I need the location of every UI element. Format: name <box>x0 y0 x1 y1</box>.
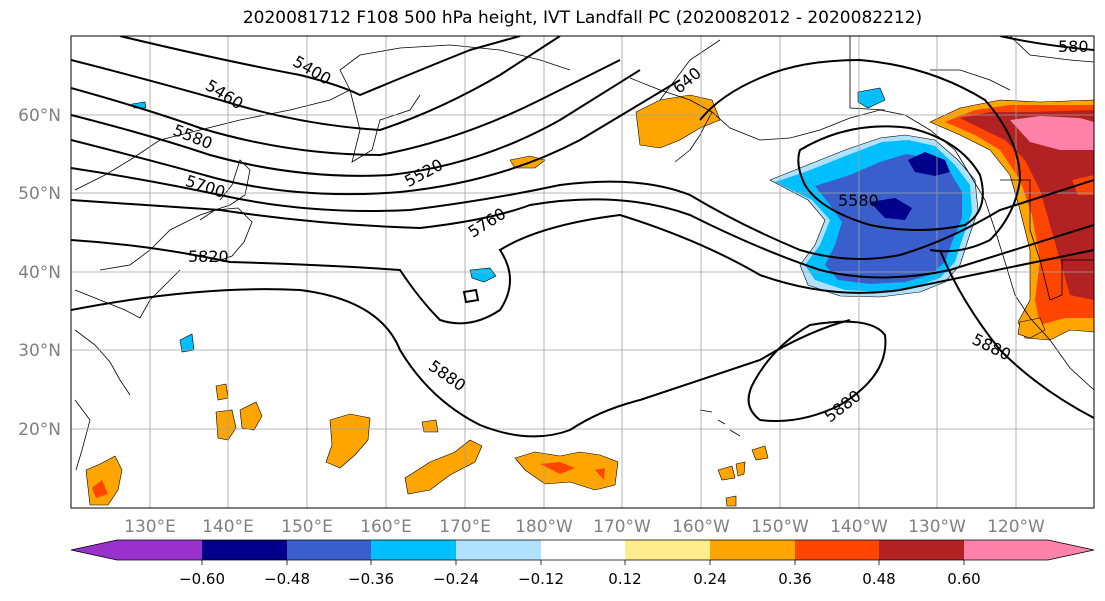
colorbar-segment <box>71 540 117 560</box>
colorbar-segment <box>117 540 202 560</box>
lon-label: 170°W <box>593 517 651 537</box>
lat-label: 50°N <box>18 184 61 204</box>
graticule <box>71 36 1094 508</box>
colorbar-tick-label: 0.48 <box>862 570 895 588</box>
colorbar-tick-label: −0.60 <box>179 570 225 588</box>
contour-label: 5580 <box>838 191 879 210</box>
plot-frame <box>70 35 1095 509</box>
colorbar-segment <box>1048 540 1094 560</box>
lon-label: 160°W <box>672 517 730 537</box>
lon-label: 130°E <box>124 517 176 537</box>
map-plot-area: 5400 5460 5580 5520 5700 5760 5820 5880 … <box>71 36 1094 508</box>
colorbar-tick-label: −0.24 <box>433 570 479 588</box>
colorbar-tick-label: −0.12 <box>518 570 564 588</box>
lon-label: 160°E <box>360 517 412 537</box>
colorbar-segment <box>795 540 879 560</box>
colorbar-tick-label: −0.36 <box>348 570 394 588</box>
colorbar-segment <box>371 540 456 560</box>
ivt-shading <box>85 87 1094 507</box>
colorbar-segment <box>287 540 371 560</box>
colorbar-segment <box>879 540 964 560</box>
colorbar-tick-label: 0.60 <box>947 570 980 588</box>
lon-label: 130°W <box>908 517 966 537</box>
lon-label: 150°E <box>281 517 333 537</box>
colorbar: −0.60 −0.48 −0.36 −0.24 −0.12 0.12 0.24 … <box>70 539 1095 588</box>
lon-label: 150°W <box>751 517 809 537</box>
lon-label: 120°W <box>987 517 1045 537</box>
colorbar-segment <box>456 540 541 560</box>
colorbar-segment <box>964 540 1048 560</box>
colorbar-segment <box>625 540 710 560</box>
colorbar-tick-label: 0.36 <box>778 570 811 588</box>
height-contours <box>71 36 1094 438</box>
lat-label: 30°N <box>18 341 61 361</box>
lon-label: 170°E <box>439 517 491 537</box>
lat-label: 60°N <box>18 106 61 126</box>
lon-label: 140°E <box>202 517 254 537</box>
colorbar-tick-label: −0.48 <box>264 570 310 588</box>
lat-label: 20°N <box>18 420 61 440</box>
colorbar-segment <box>541 540 625 560</box>
contour-label: 580 <box>1058 37 1089 56</box>
lon-label: 180°W <box>515 517 573 537</box>
contour-label: 5820 <box>188 247 229 266</box>
colorbar-tick-label: 0.24 <box>693 570 726 588</box>
coastlines <box>74 36 1094 471</box>
colorbar-segment <box>202 540 287 560</box>
map-title: 2020081712 F108 500 hPa height, IVT Land… <box>242 8 923 28</box>
lon-label: 140°W <box>830 517 888 537</box>
colorbar-segment <box>710 540 795 560</box>
lat-label: 40°N <box>18 263 61 283</box>
longitude-labels: 130°E 140°E 150°E 160°E 170°E 180°W 170°… <box>124 517 1045 537</box>
latitude-labels: 60°N 50°N 40°N 30°N 20°N <box>18 106 61 440</box>
colorbar-tick-label: 0.12 <box>608 570 641 588</box>
